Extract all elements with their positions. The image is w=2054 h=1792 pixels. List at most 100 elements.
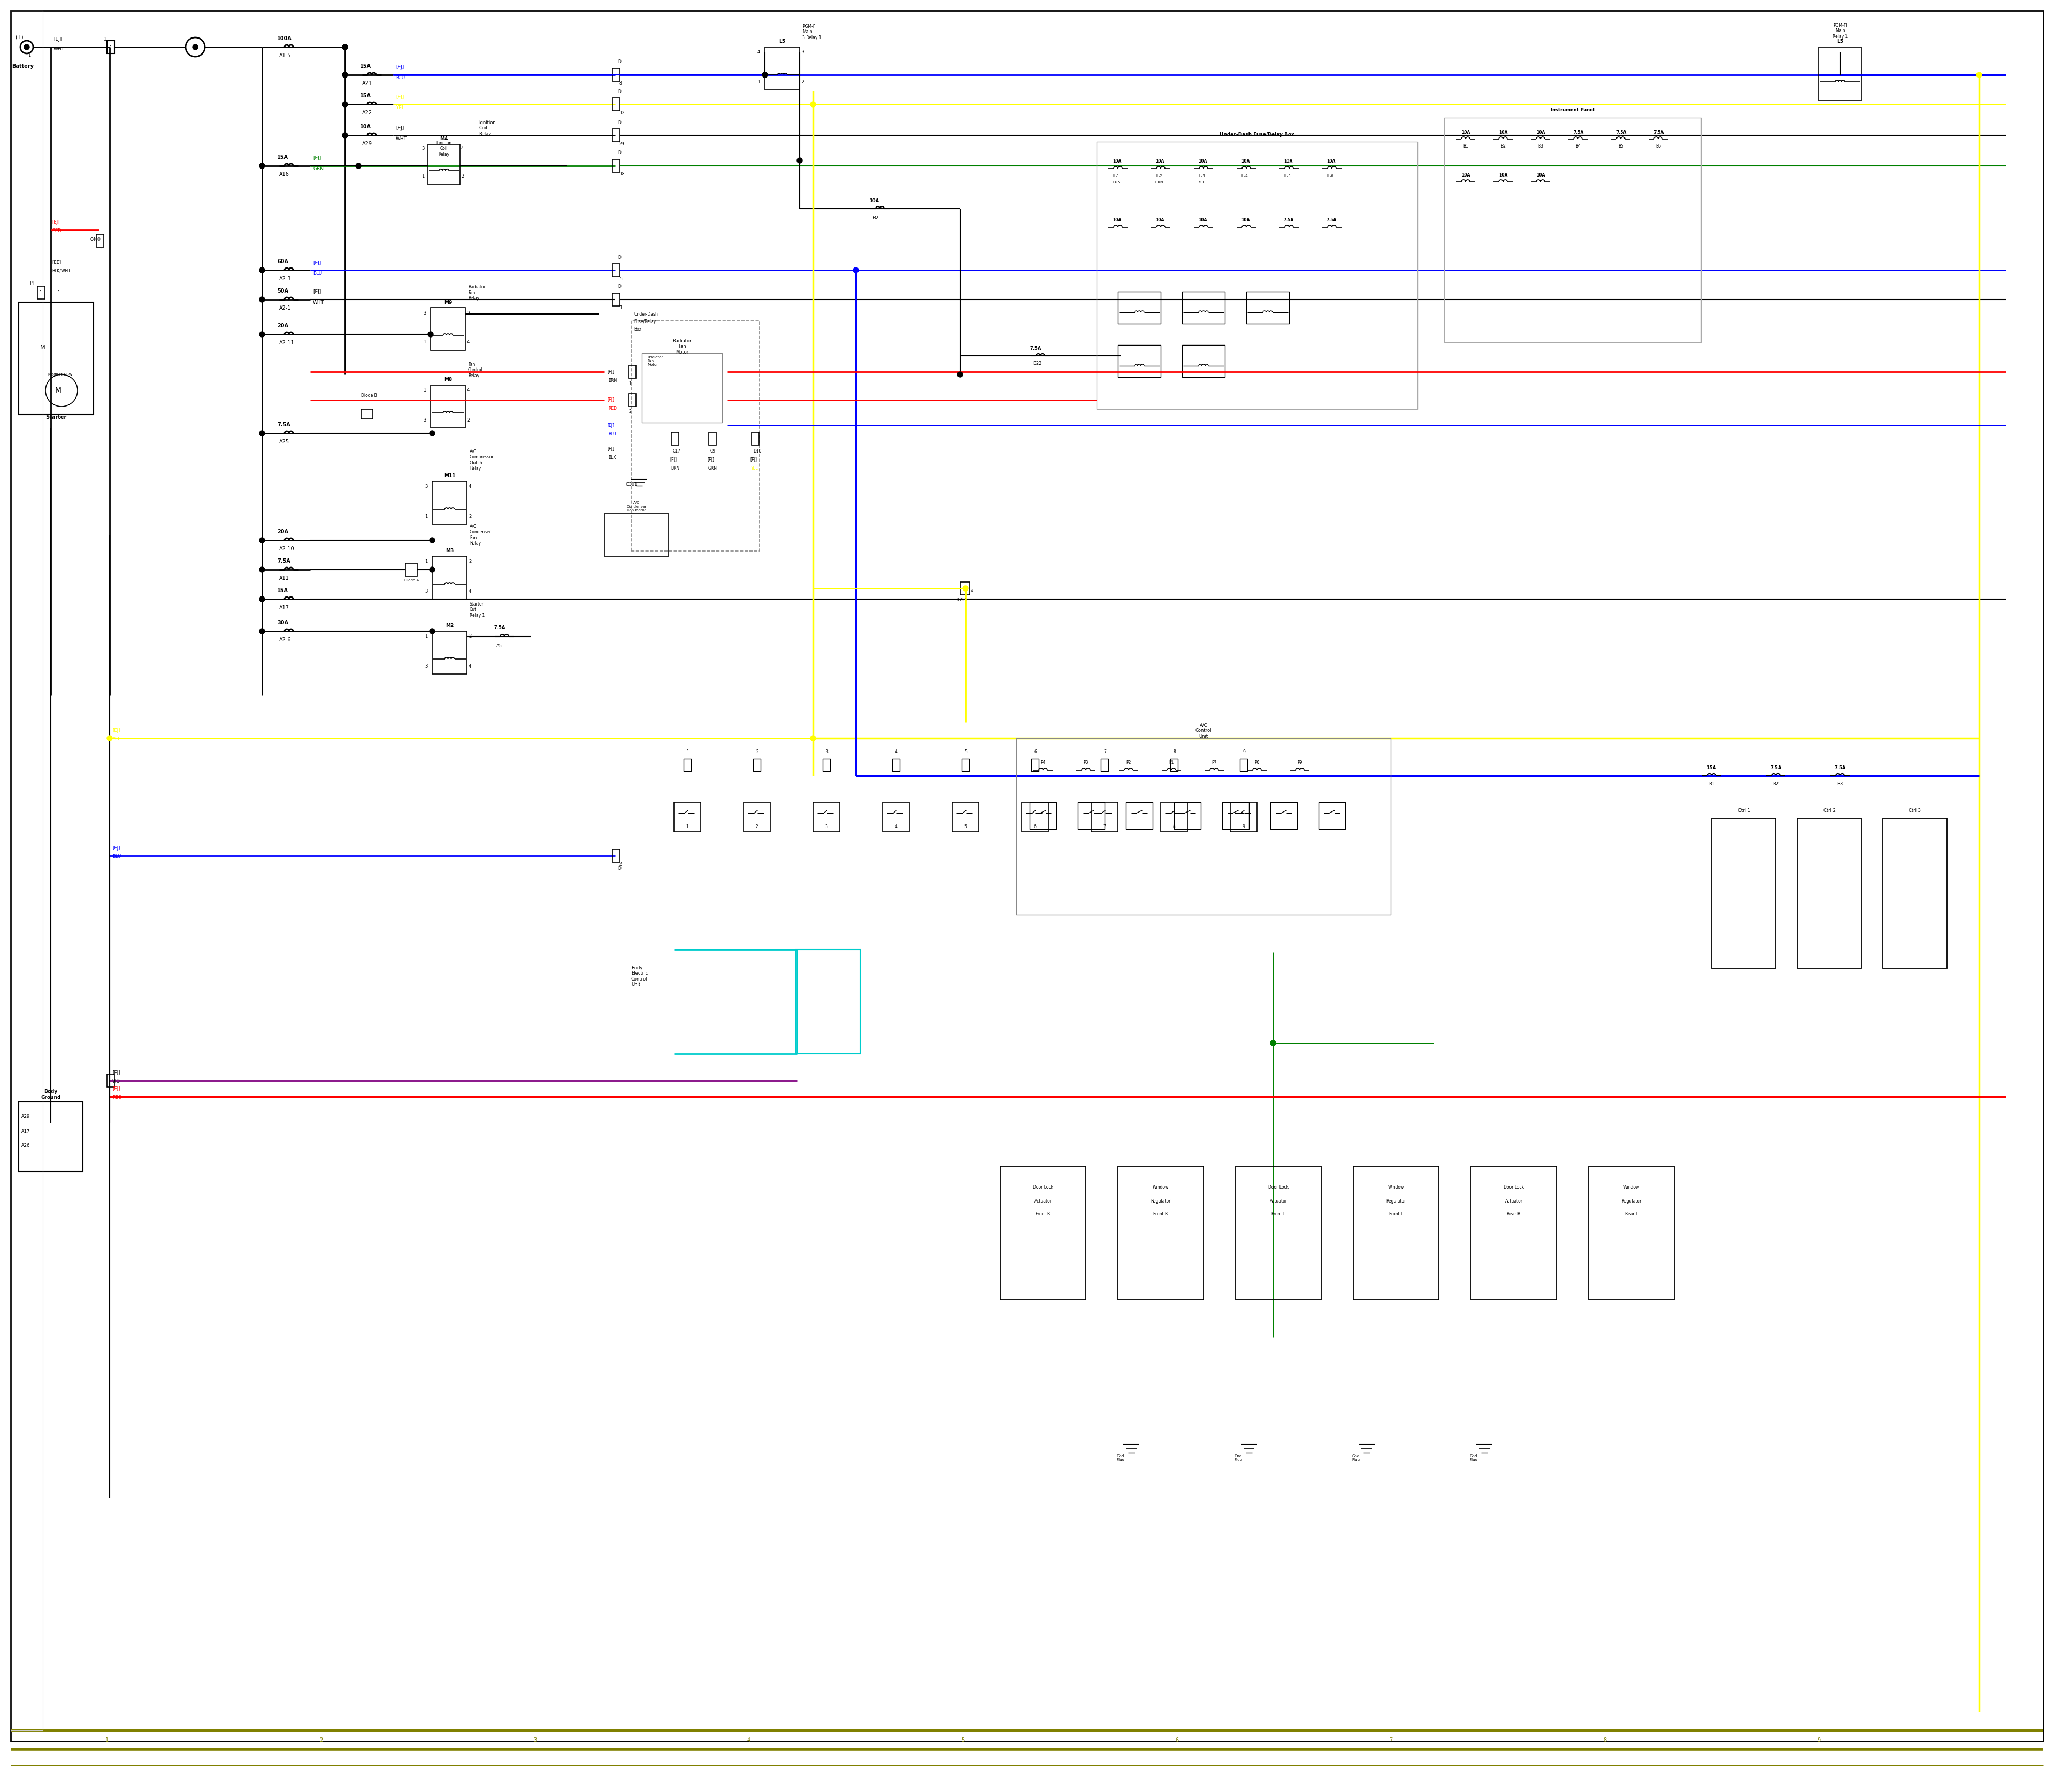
Text: 2: 2 bbox=[801, 79, 803, 84]
Bar bbox=[1444, 118, 1701, 342]
Bar bbox=[97, 235, 105, 247]
Text: C225: C225 bbox=[957, 599, 967, 602]
Bar bbox=[1222, 803, 1249, 830]
Text: BRN: BRN bbox=[608, 378, 616, 383]
Text: 10A: 10A bbox=[869, 199, 879, 204]
Bar bbox=[1000, 1167, 1087, 1299]
Bar bbox=[959, 582, 969, 595]
Bar bbox=[1471, 1167, 1557, 1299]
Text: B4: B4 bbox=[1575, 143, 1582, 149]
Text: 4: 4 bbox=[896, 749, 898, 754]
Text: M9: M9 bbox=[444, 299, 452, 305]
Text: B6: B6 bbox=[1656, 143, 1662, 149]
Text: 10A: 10A bbox=[1536, 172, 1545, 177]
Text: 18: 18 bbox=[620, 172, 624, 177]
Text: 10A: 10A bbox=[1197, 217, 1208, 222]
Text: PGM-FI
Main
3 Relay 1: PGM-FI Main 3 Relay 1 bbox=[803, 23, 822, 39]
Text: BLU: BLU bbox=[608, 432, 616, 435]
Text: 4: 4 bbox=[468, 663, 470, 668]
Text: Box: Box bbox=[635, 328, 641, 332]
Text: B22: B22 bbox=[1033, 360, 1041, 366]
Text: P4: P4 bbox=[1041, 760, 1045, 765]
Text: IL-1: IL-1 bbox=[1113, 174, 1119, 177]
Text: 5: 5 bbox=[961, 1738, 965, 1744]
Text: Gnd
Plug: Gnd Plug bbox=[1117, 1455, 1126, 1462]
Text: D: D bbox=[618, 254, 620, 260]
Text: 9: 9 bbox=[1243, 824, 1245, 830]
Text: 2: 2 bbox=[468, 634, 470, 640]
Bar bbox=[891, 758, 900, 771]
Circle shape bbox=[259, 597, 265, 602]
Text: 1: 1 bbox=[109, 47, 111, 50]
Bar bbox=[1175, 803, 1202, 830]
Text: 10A: 10A bbox=[1327, 159, 1335, 163]
Text: RED: RED bbox=[51, 229, 62, 233]
Circle shape bbox=[429, 538, 435, 543]
Text: 10A: 10A bbox=[359, 124, 372, 129]
Text: 7: 7 bbox=[1389, 1738, 1393, 1744]
Text: 29: 29 bbox=[620, 142, 624, 147]
Bar bbox=[754, 758, 760, 771]
Text: 2: 2 bbox=[756, 749, 758, 754]
Text: B2: B2 bbox=[1499, 143, 1506, 149]
Text: A/C
Condenser
Fan Motor: A/C Condenser Fan Motor bbox=[626, 502, 647, 513]
Text: P9: P9 bbox=[1298, 760, 1302, 765]
Bar bbox=[1097, 142, 1417, 409]
Text: Radiator
Fan
Motor: Radiator Fan Motor bbox=[647, 357, 663, 366]
Text: M8: M8 bbox=[444, 378, 452, 382]
Text: YEL: YEL bbox=[113, 737, 121, 742]
Text: 7.5A: 7.5A bbox=[1771, 765, 1783, 771]
Text: M2: M2 bbox=[446, 624, 454, 629]
Text: Starter: Starter bbox=[45, 414, 66, 419]
Text: [EJ]: [EJ] bbox=[707, 457, 715, 462]
Text: Front R: Front R bbox=[1035, 1211, 1050, 1217]
Text: 3: 3 bbox=[423, 310, 425, 315]
Text: Diode A: Diode A bbox=[405, 579, 419, 582]
Text: Body
Ground: Body Ground bbox=[41, 1090, 62, 1100]
Text: 6: 6 bbox=[1033, 824, 1037, 830]
Bar bbox=[612, 263, 620, 276]
Text: Front L: Front L bbox=[1271, 1211, 1286, 1217]
Text: BRN: BRN bbox=[672, 466, 680, 471]
Bar bbox=[612, 99, 620, 111]
Text: A17: A17 bbox=[279, 606, 290, 611]
Text: 8: 8 bbox=[1173, 824, 1175, 830]
Bar bbox=[107, 41, 115, 54]
Text: 2: 2 bbox=[629, 410, 631, 414]
Text: A11: A11 bbox=[279, 575, 290, 581]
Circle shape bbox=[429, 430, 435, 435]
Text: YEL: YEL bbox=[396, 106, 405, 109]
Text: C400: C400 bbox=[90, 237, 101, 242]
Text: 7.5A: 7.5A bbox=[1834, 765, 1847, 771]
Text: Diode B: Diode B bbox=[362, 394, 378, 398]
Bar bbox=[1247, 292, 1290, 324]
Text: 2: 2 bbox=[468, 559, 470, 564]
Text: 4: 4 bbox=[466, 389, 470, 392]
Bar bbox=[684, 758, 690, 771]
Bar bbox=[431, 556, 466, 599]
Text: 7.5A: 7.5A bbox=[493, 625, 505, 631]
Text: Ctrl 3: Ctrl 3 bbox=[1908, 808, 1920, 814]
Text: Gnd
Plug: Gnd Plug bbox=[1234, 1455, 1243, 1462]
Text: 10A: 10A bbox=[1241, 159, 1249, 163]
Text: 100A: 100A bbox=[277, 36, 292, 41]
Text: G301: G301 bbox=[626, 482, 639, 486]
Bar bbox=[1117, 1167, 1204, 1299]
Text: Rear R: Rear R bbox=[1508, 1211, 1520, 1217]
Text: P7: P7 bbox=[1212, 760, 1216, 765]
Text: D: D bbox=[618, 120, 620, 125]
Text: 15A: 15A bbox=[1707, 765, 1715, 771]
Text: Fuse/Relay: Fuse/Relay bbox=[635, 319, 655, 324]
Text: Magnetic SW: Magnetic SW bbox=[47, 373, 72, 376]
Text: 3: 3 bbox=[425, 484, 427, 489]
Circle shape bbox=[1269, 1041, 1276, 1047]
Text: 20A: 20A bbox=[277, 323, 288, 328]
Bar bbox=[427, 145, 460, 185]
Text: Door Lock: Door Lock bbox=[1504, 1185, 1524, 1190]
Text: IL-6: IL-6 bbox=[1327, 174, 1333, 177]
Bar bbox=[431, 308, 466, 351]
Text: Under-Dash: Under-Dash bbox=[635, 312, 657, 317]
Text: VIO: VIO bbox=[113, 1079, 121, 1084]
Bar bbox=[431, 631, 466, 674]
Text: [EJ]: [EJ] bbox=[750, 457, 756, 462]
